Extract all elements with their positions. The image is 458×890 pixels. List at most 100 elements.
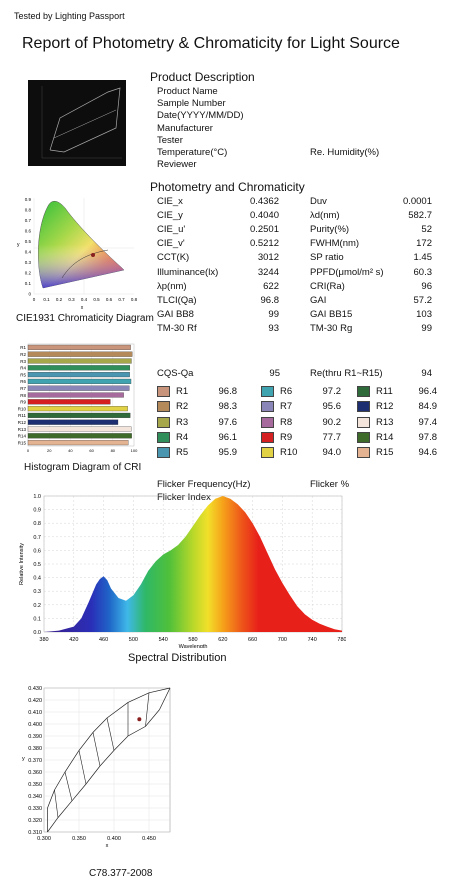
- cri-bar-label: R6: [20, 379, 26, 384]
- cri-label: R1: [176, 386, 189, 397]
- cri-value-grid: R1 96.8 R2 98.3 R3 97.6 R4 96.1 R5 95.9 R6 97.2 R7 95…: [157, 386, 447, 466]
- c78-x-tick: 0.400: [107, 836, 121, 842]
- cri-bar-label: R9: [20, 400, 26, 405]
- right-label: CRI(Ra): [310, 280, 345, 292]
- cri-bar-label: R5: [20, 372, 26, 377]
- left-row: CCT(K) 3012: [157, 252, 309, 266]
- cri-swatch: [157, 386, 170, 397]
- spectral-chart: 0.0 0.1 0.2 0.3 0.4 0.5 0.6 0.7 0.8 0.9 1.0 380 420 4…: [14, 490, 347, 650]
- cri-value: 97.6: [218, 416, 238, 428]
- c78-x-label: x: [106, 843, 109, 849]
- cri-bar: [27, 392, 124, 398]
- left-label: TM-30 Rf: [157, 322, 197, 334]
- flicker-percent-label: Flicker %: [310, 479, 350, 490]
- cri-swatch: [357, 416, 370, 428]
- cri-bar: [27, 385, 130, 391]
- right-value: 57.2: [413, 294, 433, 306]
- cie-y-tick: 0.6: [25, 229, 32, 234]
- cri-x-tick: 40: [68, 448, 73, 453]
- cie-y-ticks: 0 0.1 0.2 0.3 0.4 0.5 0.6 0.7 0.8 0.9: [25, 197, 32, 297]
- spectral-area: [44, 496, 342, 632]
- cri-value: 95.6: [322, 401, 342, 413]
- flicker-index-label: Flicker Index: [157, 492, 211, 503]
- right-value: 103: [416, 308, 432, 320]
- cri-bar: [27, 406, 128, 412]
- cri-label: R12: [376, 401, 394, 413]
- right-row: Duv 0.0001: [310, 196, 432, 210]
- right-row: GAI BB15 103: [310, 309, 432, 323]
- right-label: λd(nm): [310, 210, 340, 222]
- right-value: 60.3: [413, 266, 433, 278]
- cie-x-tick: 0.5: [93, 297, 100, 302]
- cri-value: 97.2: [322, 386, 342, 397]
- cri-swatch: [157, 416, 170, 428]
- c78-y-tick: 0.310: [28, 830, 42, 836]
- left-row: GAI BB8 99: [157, 309, 309, 323]
- right-label: PPFD(μmol/m² s): [310, 266, 384, 278]
- cie-y-tick: 0: [28, 292, 31, 297]
- cri-label: R14: [376, 431, 394, 443]
- left-label: Illuminance(lx): [157, 266, 219, 278]
- cri-swatch: [157, 447, 170, 459]
- cie-x-tick: 0.8: [131, 297, 138, 302]
- cri-x-tick: 60: [89, 448, 94, 453]
- c78-y-tick: 0.420: [28, 698, 42, 704]
- cie-point: [91, 253, 95, 257]
- spectral-y-tick: 0.0: [33, 630, 41, 636]
- c78-caption: C78.377-2008: [89, 868, 153, 879]
- cri-bar-label: R4: [20, 366, 26, 371]
- left-label: TLCI(Qa): [157, 294, 197, 306]
- c78-y-tick: 0.360: [28, 770, 42, 776]
- cri-value: 96.8: [218, 386, 238, 397]
- right-label: Duv: [310, 196, 327, 207]
- cri-swatch: [261, 416, 274, 428]
- c78-point: [137, 717, 142, 722]
- spectral-y-tick: 0.3: [33, 589, 41, 595]
- cri-bar-label: R12: [18, 420, 27, 425]
- cie-y-tick: 0.8: [25, 208, 32, 213]
- cri-bar: [27, 365, 131, 371]
- right-label: TM-30 Rg: [310, 322, 353, 334]
- cri-bar: [27, 351, 133, 357]
- cie-x-tick: 0.6: [106, 297, 113, 302]
- spectral-x-tick: 660: [248, 637, 257, 643]
- humidity-label: Re. Humidity(%): [310, 147, 380, 158]
- cie-x-tick: 0.1: [43, 297, 50, 302]
- c78-y-tick: 0.430: [28, 686, 42, 692]
- left-row: TM-30 Rf 93: [157, 323, 309, 337]
- cri-swatch: [357, 431, 370, 443]
- cri-swatch: [357, 386, 370, 397]
- cri-bar: [27, 378, 132, 384]
- cri-bar: [27, 419, 119, 425]
- cri-label: R7: [280, 401, 293, 413]
- spectral-x-tick: 740: [308, 637, 317, 643]
- cri-bar: [27, 399, 111, 405]
- c78-y-tick: 0.330: [28, 806, 42, 812]
- right-value: 1.45: [413, 252, 433, 264]
- field-product-name: Product Name: [157, 86, 218, 97]
- right-value: 0.0001: [402, 196, 432, 207]
- cri-bar: [27, 358, 132, 364]
- field-tester: Tester: [157, 134, 183, 146]
- left-value: 0.5212: [249, 238, 279, 250]
- spectral-y-tick: 0.1: [33, 616, 41, 622]
- field-date: Date(YYYY/MM/DD): [157, 110, 244, 122]
- cie-x-tick: 0.7: [118, 297, 125, 302]
- left-label: CIE_x: [157, 196, 183, 207]
- right-row: SP ratio 1.45: [310, 252, 432, 266]
- c78-y-tick: 0.350: [28, 782, 42, 788]
- cri-bar: [27, 412, 131, 418]
- cie-x-tick: 0.3: [68, 297, 75, 302]
- left-label: CCT(K): [157, 252, 190, 264]
- spectral-y-tick: 0.7: [33, 535, 41, 541]
- spectral-x-tick: 420: [69, 637, 78, 643]
- cri-label: R15: [376, 447, 394, 459]
- spectral-y-tick: 0.2: [33, 603, 41, 609]
- spectral-x-tick: 380: [39, 637, 48, 643]
- field-temperature: Temperature(°C): [157, 147, 228, 159]
- left-value: 0.2501: [249, 224, 279, 236]
- cie1931-chart: 0 0.1 0.2 0.3 0.4 0.5 0.6 0.7 0.8 0 0.1 0.2 0.3 0.4 0…: [12, 188, 138, 311]
- cie-x-label: x: [81, 305, 84, 310]
- spectral-y-tick: 0.8: [33, 521, 41, 527]
- cri-x-tick: 20: [47, 448, 52, 453]
